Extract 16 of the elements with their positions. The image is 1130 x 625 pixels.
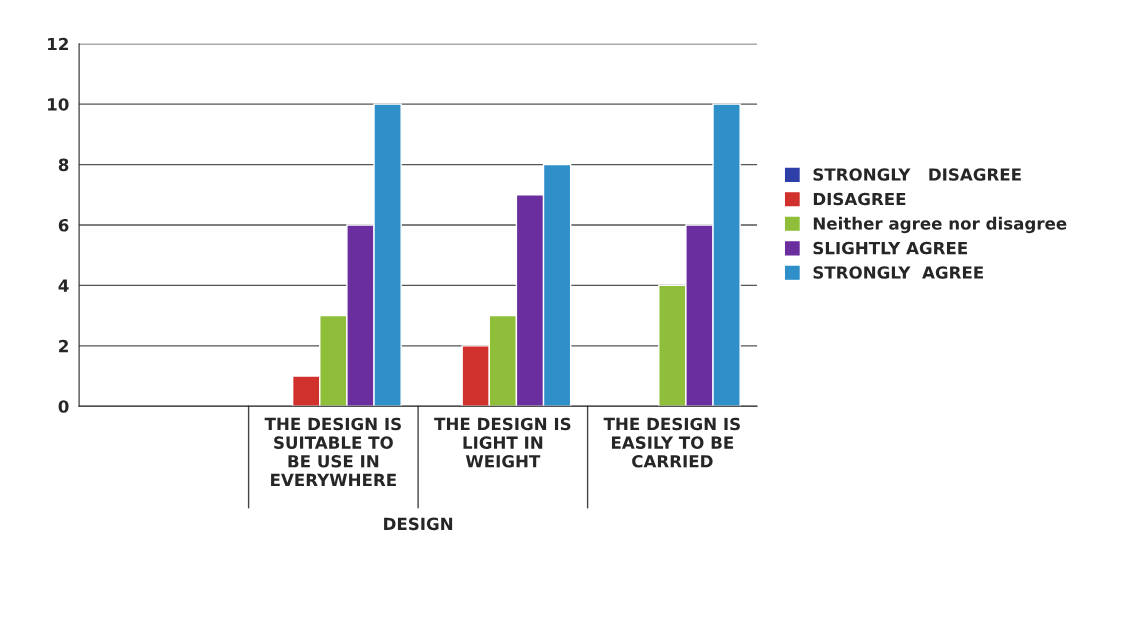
y-tick-label: 8 — [58, 158, 69, 172]
y-tick-label: 2 — [59, 339, 68, 353]
y-tick-label: 6 — [58, 218, 69, 232]
legend-label: STRONGLY DISAGREE — [813, 168, 1021, 181]
x-tick-label: THE DESIGN IS LIGHT IN WEIGHT — [434, 417, 571, 468]
legend-label: DISAGREE — [813, 192, 906, 206]
x-axis-title: DESIGN — [384, 517, 453, 531]
legend-label: Neither agree nor disagree — [813, 216, 1067, 234]
y-tick-label: 0 — [58, 400, 69, 413]
y-tick-label: 12 — [48, 37, 68, 51]
y-tick-label: 4 — [58, 279, 69, 292]
y-tick-label: 10 — [48, 98, 69, 111]
x-tick-label: THE DESIGN IS EASILY TO BE CARRIED — [603, 417, 740, 468]
legend-label: SLIGHTLY AGREE — [813, 241, 967, 255]
x-tick-label: THE DESIGN IS SUITABLE TO BE USE IN EVERYWHERE — [264, 417, 401, 487]
legend-label: STRONGLY AGREE — [813, 266, 983, 279]
